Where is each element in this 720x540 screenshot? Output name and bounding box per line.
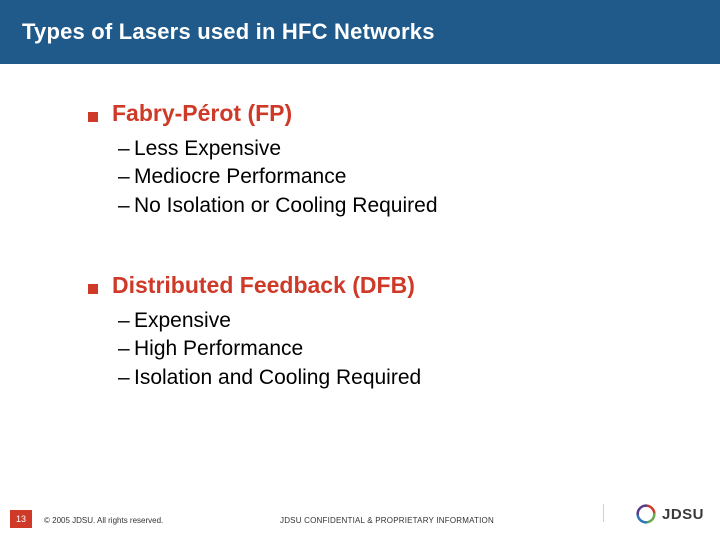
section-dfb: Distributed Feedback (DFB) –Expensive –H… xyxy=(88,272,680,392)
page-number-badge: 13 xyxy=(10,510,32,528)
list-item: –High Performance xyxy=(118,335,680,363)
content-area: Fabry-Pérot (FP) –Less Expensive –Medioc… xyxy=(88,100,680,444)
section-heading-row: Fabry-Pérot (FP) xyxy=(88,100,680,127)
square-bullet-icon xyxy=(88,284,98,294)
item-text: Isolation and Cooling Required xyxy=(134,366,421,389)
section-heading-row: Distributed Feedback (DFB) xyxy=(88,272,680,299)
jdsu-logo: JDSU xyxy=(636,504,704,524)
list-item: –Less Expensive xyxy=(118,135,680,163)
title-band: Types of Lasers used in HFC Networks xyxy=(0,0,720,64)
logo-text: JDSU xyxy=(662,506,704,523)
section-items: –Expensive –High Performance –Isolation … xyxy=(118,307,680,392)
section-heading: Fabry-Pérot (FP) xyxy=(112,100,292,127)
logo-swirl-icon xyxy=(636,504,656,524)
list-item: –Expensive xyxy=(118,307,680,335)
item-text: High Performance xyxy=(134,337,303,360)
list-item: –Mediocre Performance xyxy=(118,163,680,191)
footer-divider xyxy=(603,504,604,522)
list-item: –Isolation and Cooling Required xyxy=(118,364,680,392)
list-item: –No Isolation or Cooling Required xyxy=(118,192,680,220)
square-bullet-icon xyxy=(88,112,98,122)
section-heading: Distributed Feedback (DFB) xyxy=(112,272,415,299)
item-text: No Isolation or Cooling Required xyxy=(134,194,438,217)
section-items: –Less Expensive –Mediocre Performance –N… xyxy=(118,135,680,220)
slide: Types of Lasers used in HFC Networks Fab… xyxy=(0,0,720,540)
footer: 13 © 2005 JDSU. All rights reserved. JDS… xyxy=(0,500,720,528)
item-text: Expensive xyxy=(134,309,231,332)
copyright-text: © 2005 JDSU. All rights reserved. xyxy=(44,516,163,525)
item-text: Less Expensive xyxy=(134,137,281,160)
confidential-text: JDSU CONFIDENTIAL & PROPRIETARY INFORMAT… xyxy=(280,516,494,525)
item-text: Mediocre Performance xyxy=(134,165,346,188)
section-fp: Fabry-Pérot (FP) –Less Expensive –Medioc… xyxy=(88,100,680,220)
slide-title: Types of Lasers used in HFC Networks xyxy=(22,19,435,45)
